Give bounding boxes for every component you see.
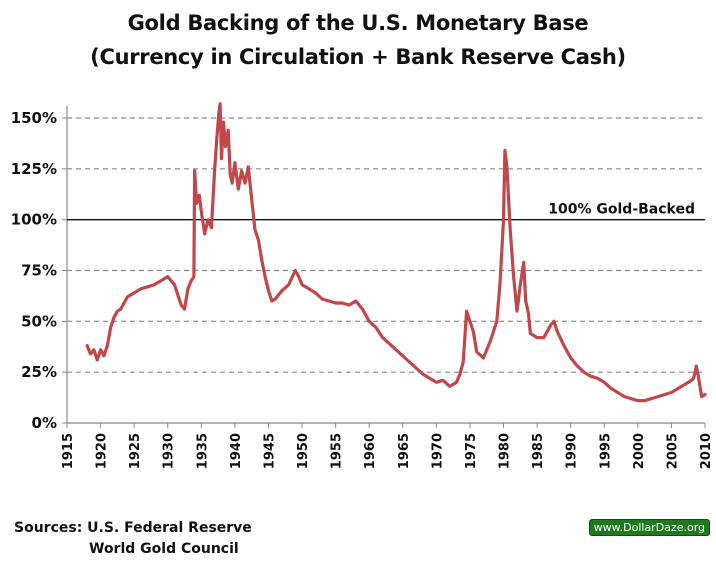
x-tick-label: 1925: [128, 433, 143, 469]
reference-line-label: 100% Gold-Backed: [548, 202, 695, 218]
x-tick-label: 1965: [397, 433, 412, 469]
x-tick-label: 1960: [363, 433, 378, 469]
x-tick-label: 1995: [598, 433, 613, 469]
website-badge[interactable]: www.DollarDaze.org: [588, 519, 710, 536]
y-tick-label: 100%: [11, 211, 57, 229]
series-line-gold-backing: [85, 102, 707, 403]
x-tick-label: 1970: [430, 433, 445, 469]
x-tick-label: 1985: [531, 433, 546, 469]
y-tick-label: 125%: [11, 160, 57, 178]
x-tick-label: 1940: [229, 433, 244, 469]
x-tick-label: 1980: [498, 433, 513, 469]
y-tick-label: 50%: [21, 312, 57, 330]
x-tick-label: 1920: [95, 433, 110, 469]
x-tick-label: 1935: [195, 433, 210, 469]
y-tick-label: 150%: [11, 109, 57, 127]
x-tick-label: 1975: [464, 433, 479, 469]
gridlines: [67, 117, 705, 373]
line-chart: 0% 25% 50% 75% 100% 125% 150% 1915 1920 1925 1930…: [11, 102, 714, 469]
x-tick-label: 2010: [699, 433, 714, 469]
sources-line-1: Sources: U.S. Federal Reserve: [14, 520, 252, 536]
y-tick-label: 25%: [21, 363, 57, 381]
x-tick-label: 1950: [296, 433, 311, 469]
y-axis: 0% 25% 50% 75% 100% 125% 150%: [11, 106, 68, 432]
sources-note: Sources: U.S. Federal Reserve World Gold…: [14, 518, 252, 560]
reference-line-group: 100% Gold-Backed: [67, 202, 705, 221]
x-tick-label: 2005: [665, 433, 680, 469]
y-tick-label: 0%: [32, 414, 57, 432]
y-tick-label: 75%: [21, 262, 57, 280]
chart-subtitle: (Currency in Circulation + Bank Reserve …: [90, 45, 626, 69]
chart-title-block: Gold Backing of the U.S. Monetary Base (…: [0, 6, 716, 74]
x-tick-label: 1955: [330, 433, 345, 469]
sources-line-2: World Gold Council: [89, 541, 239, 557]
chart-title: Gold Backing of the U.S. Monetary Base: [127, 11, 589, 35]
x-axis: 1915 1920 1925 1930 1935 1940 1945 1950 1955 1960…: [61, 422, 714, 469]
x-tick-label: 1915: [61, 433, 76, 469]
x-tick-label: 1990: [565, 433, 580, 469]
series-group: [85, 102, 707, 403]
x-tick-label: 1930: [162, 433, 177, 469]
x-tick-label: 2000: [632, 433, 647, 469]
x-tick-label: 1945: [262, 433, 277, 469]
